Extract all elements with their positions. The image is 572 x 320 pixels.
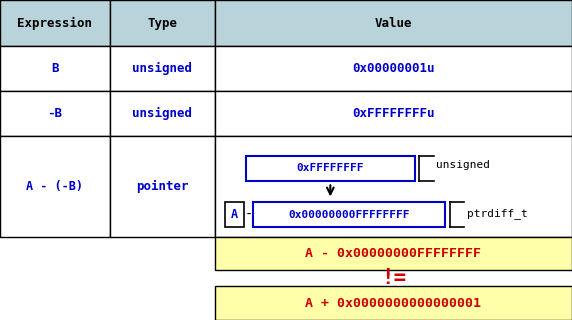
Text: -: -	[245, 208, 253, 222]
Bar	[0, 46, 110, 91]
Text: ptrdiff_t: ptrdiff_t	[467, 208, 527, 219]
Text: A - (-B): A - (-B)	[26, 180, 84, 193]
Bar	[0, 0, 110, 46]
Text: unsigned: unsigned	[132, 107, 192, 120]
Bar	[214, 286, 572, 320]
Bar	[214, 91, 572, 136]
Bar	[0, 91, 110, 136]
Bar	[110, 0, 214, 46]
Text: A - 0x00000000FFFFFFFF: A - 0x00000000FFFFFFFF	[305, 247, 481, 260]
Text: pointer: pointer	[136, 180, 188, 193]
Text: -B: -B	[47, 107, 62, 120]
Text: unsigned: unsigned	[436, 160, 490, 170]
Text: 0xFFFFFFFF: 0xFFFFFFFF	[296, 163, 364, 173]
Text: 0x00000000FFFFFFFF: 0x00000000FFFFFFFF	[288, 210, 410, 220]
Text: unsigned: unsigned	[132, 62, 192, 75]
Bar	[110, 46, 214, 91]
Bar	[214, 136, 572, 237]
Bar	[214, 0, 572, 46]
Text: Expression: Expression	[17, 17, 93, 30]
Text: B: B	[51, 62, 59, 75]
Bar	[246, 156, 415, 181]
Bar	[110, 136, 214, 237]
Bar	[110, 91, 214, 136]
Bar	[214, 46, 572, 91]
Text: Type: Type	[147, 17, 177, 30]
Bar	[214, 237, 572, 270]
Text: A: A	[231, 208, 238, 221]
Bar	[0, 136, 110, 237]
Text: A + 0x0000000000000001: A + 0x0000000000000001	[305, 297, 481, 310]
Text: 0x00000001u: 0x00000001u	[352, 62, 435, 75]
Text: !=: !=	[380, 268, 406, 288]
Bar	[225, 202, 244, 227]
Text: 0xFFFFFFFFu: 0xFFFFFFFFu	[352, 107, 435, 120]
Bar	[253, 202, 445, 227]
Text: Value: Value	[375, 17, 412, 30]
